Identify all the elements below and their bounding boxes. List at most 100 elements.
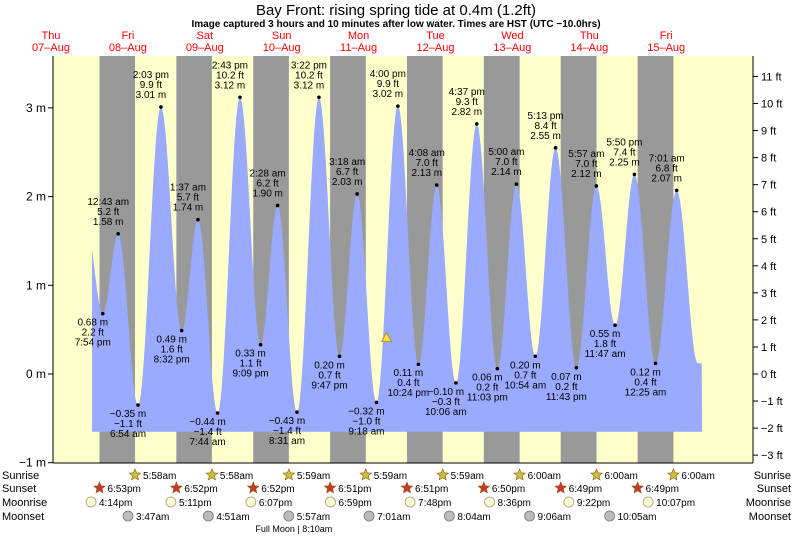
sunrise-icon <box>513 468 527 481</box>
tide-label: 7.4 ft <box>613 147 635 158</box>
sunset-icon <box>323 481 337 494</box>
y-tick-label-ft: 2 ft <box>761 315 776 327</box>
moonrise-icon <box>642 496 654 508</box>
tide-point <box>136 403 140 407</box>
tide-label: 4:08 am <box>409 148 445 159</box>
tide-label: 10:24 pm <box>388 388 430 399</box>
tide-label: 2.12 m <box>571 169 602 180</box>
sunrise-time: 5:59am <box>297 471 330 482</box>
tide-label: 1.74 m <box>173 203 204 214</box>
tide-label: 7.0 ft <box>416 158 438 169</box>
tide-point <box>374 400 379 405</box>
tide-label: 0.49 m <box>156 335 187 346</box>
day-label-date: 13–Aug <box>493 42 531 54</box>
sunrise-row-label-right: Sunrise <box>754 470 791 482</box>
tide-label: 10:54 am <box>504 380 546 391</box>
tide-label: 0.2 ft <box>476 383 498 394</box>
sunset-icon <box>631 481 645 494</box>
day-label-dow: Thu <box>42 30 61 42</box>
sunset-time: 6:49pm <box>646 484 679 495</box>
sunset-icon <box>93 481 106 494</box>
tide-label: 0.55 m <box>590 329 621 340</box>
tide-label: 6.2 ft <box>256 178 278 189</box>
sunset-time: 6:51pm <box>415 484 448 495</box>
day-label-dow: Thu <box>580 30 599 42</box>
day-label-dow: Fri <box>121 30 134 42</box>
tide-label: 7.0 ft <box>575 159 597 170</box>
day-label-date: 10–Aug <box>263 42 301 54</box>
tide-label: 3.12 m <box>294 80 325 91</box>
tide-label: 0.06 m <box>472 373 503 384</box>
tide-label: 12:25 am <box>625 387 667 398</box>
day-label-dow: Sat <box>197 30 214 42</box>
tide-label: 5:00 am <box>488 147 524 158</box>
sunset-icon <box>477 481 491 494</box>
y-tick-label-ft: −1 ft <box>761 396 783 408</box>
moonset-icon <box>122 510 134 522</box>
tide-point <box>454 381 458 385</box>
tide-label: 9:18 am <box>348 426 384 437</box>
tide-label: 4:00 pm <box>370 69 406 80</box>
y-tick-label-ft: 1 ft <box>761 342 776 354</box>
sunrise-time: 6:00am <box>681 471 714 482</box>
sunset-time: 6:51pm <box>338 484 371 495</box>
tide-label: 1.8 ft <box>594 339 616 350</box>
full-moon-label: Full Moon | 8:10am <box>255 524 332 534</box>
tide-label: 0.7 ft <box>318 370 340 381</box>
sunrise-icon <box>128 468 142 481</box>
moonset-row-label-right: Moonset <box>749 511 791 523</box>
day-label-date: 08–Aug <box>109 42 147 54</box>
sunrise-icon <box>205 468 219 481</box>
tide-label: 9:09 pm <box>232 369 268 380</box>
day-label-dow: Mon <box>348 30 369 42</box>
y-tick-label-m: 3 m <box>26 101 46 115</box>
moonrise-time: 5:11pm <box>179 498 212 509</box>
tide-point <box>275 203 280 208</box>
moonrise-row-label-right: Moonrise <box>746 497 791 509</box>
moonset-time: 5:57am <box>297 512 330 523</box>
tide-label: 11:43 pm <box>546 392 587 403</box>
tide-label: 3.02 m <box>373 89 404 100</box>
chart-title: Bay Front: rising spring tide at 0.4m (1… <box>256 2 536 19</box>
sunrise-icon <box>666 468 680 481</box>
moonrise-time: 4:14pm <box>99 498 132 509</box>
y-tick-label-ft: 7 ft <box>761 180 776 192</box>
tide-label: 3.01 m <box>136 90 167 101</box>
day-label-date: 12–Aug <box>417 42 455 54</box>
tide-point <box>632 172 637 177</box>
tide-point <box>514 182 519 186</box>
sunset-icon <box>554 481 568 494</box>
moonset-time: 9:06am <box>538 512 571 523</box>
moonset-time: 7:01am <box>377 512 410 523</box>
tide-label: 2.03 m <box>332 177 363 188</box>
tide-label: 1.58 m <box>93 217 124 228</box>
moonrise-time: 10:07pm <box>656 498 695 509</box>
tide-label: 2.2 ft <box>82 328 104 339</box>
sunrise-icon <box>359 468 373 481</box>
tide-label: 9.9 ft <box>377 79 399 90</box>
day-label-dow: Tue <box>426 30 445 42</box>
tide-label: −1.4 ft <box>194 427 222 438</box>
sunrise-icon <box>282 468 296 481</box>
day-label-date: 11–Aug <box>340 42 377 54</box>
tide-label: −0.35 m <box>110 409 146 420</box>
day-label-dow: Fri <box>660 30 673 42</box>
sunrise-time: 5:59am <box>451 471 484 482</box>
tide-label: 0.2 ft <box>555 382 577 393</box>
moonrise-time: 6:59pm <box>339 498 372 509</box>
y-tick-label-m: 0 m <box>26 367 46 381</box>
tide-label: 8.4 ft <box>534 121 556 132</box>
tide-label: 6.8 ft <box>656 163 678 174</box>
y-tick-label-ft: 3 ft <box>761 288 776 300</box>
tide-label: −0.3 ft <box>432 397 460 408</box>
y-tick-label-ft: 0 ft <box>761 369 776 381</box>
tide-point <box>495 366 500 371</box>
y-tick-label-ft: −3 ft <box>761 450 783 462</box>
tide-label: 8:32 pm <box>154 355 190 366</box>
tide-label: 3:22 pm <box>291 60 327 71</box>
moonrise-icon <box>85 496 97 508</box>
tide-label: −1.1 ft <box>114 419 142 430</box>
sunset-icon <box>246 481 260 494</box>
tide-label: 11:03 pm <box>467 393 508 404</box>
tide-label: 0.11 m <box>393 368 423 379</box>
